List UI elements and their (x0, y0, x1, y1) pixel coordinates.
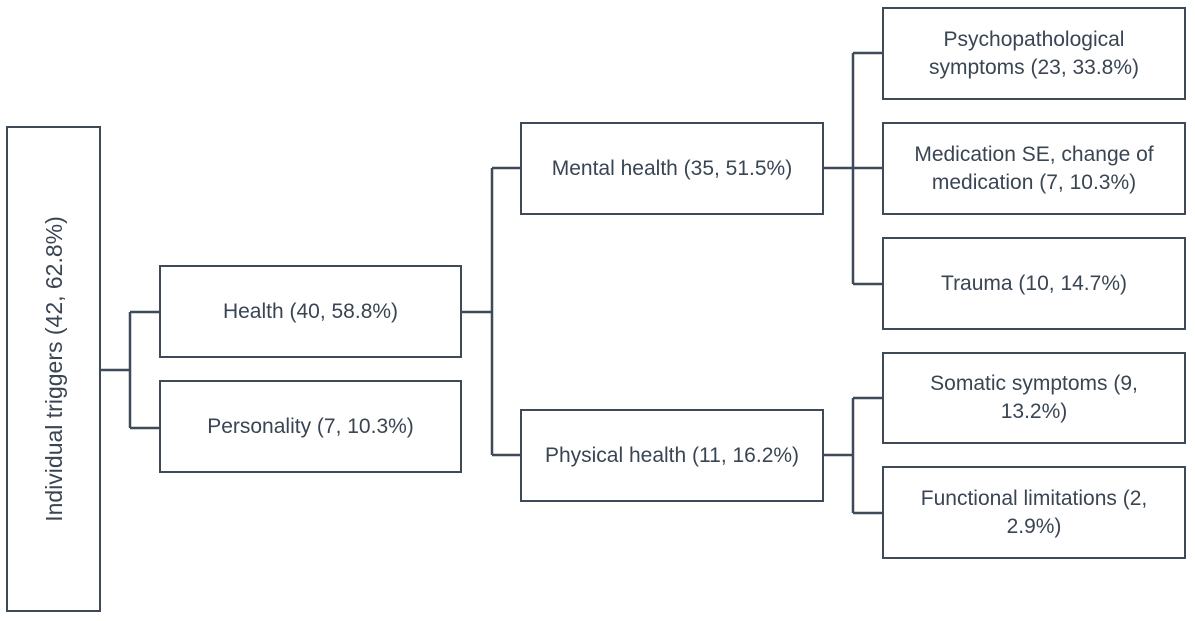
node-label: Psychopathological symptoms (23, 33.8%) (928, 27, 1140, 79)
node-somatic-symptoms: Somatic symptoms (9, 13.2%) (882, 352, 1186, 444)
node-health: Health (40, 58.8%) (159, 265, 462, 358)
node-label: Health (40, 58.8%) (222, 299, 399, 323)
node-label: Trauma (10, 14.7%) (941, 271, 1127, 295)
node-personality: Personality (7, 10.3%) (159, 380, 462, 473)
node-physical-health: Physical health (11, 16.2%) (520, 409, 824, 502)
node-label: Individual triggers (42, 62.8%) (40, 216, 67, 522)
node-individual-triggers: Individual triggers (42, 62.8%) (6, 126, 101, 612)
connector-physical-branch (824, 396, 883, 515)
connector-mental-branch (824, 51, 883, 286)
node-label: Somatic symptoms (9, 13.2%) (930, 372, 1138, 423)
node-psychopathological-symptoms: Psychopathological symptoms (23, 33.8%) (882, 7, 1186, 100)
node-medication-se: Medication SE, change of medication (7, … (882, 122, 1186, 215)
node-label: Physical health (11, 16.2%) (544, 443, 800, 467)
node-label: Medication SE, change of medication (7, … (914, 142, 1154, 194)
connector-root-branch (101, 310, 160, 430)
node-label: Mental health (35, 51.5%) (551, 156, 793, 180)
node-mental-health: Mental health (35, 51.5%) (520, 122, 824, 215)
node-label: Personality (7, 10.3%) (207, 414, 414, 438)
node-functional-limitations: Functional limitations (2, 2.9%) (882, 466, 1186, 559)
connector-health-branch (462, 166, 521, 457)
node-label: Functional limitations (2, 2.9%) (920, 486, 1148, 538)
node-trauma: Trauma (10, 14.7%) (882, 237, 1186, 330)
